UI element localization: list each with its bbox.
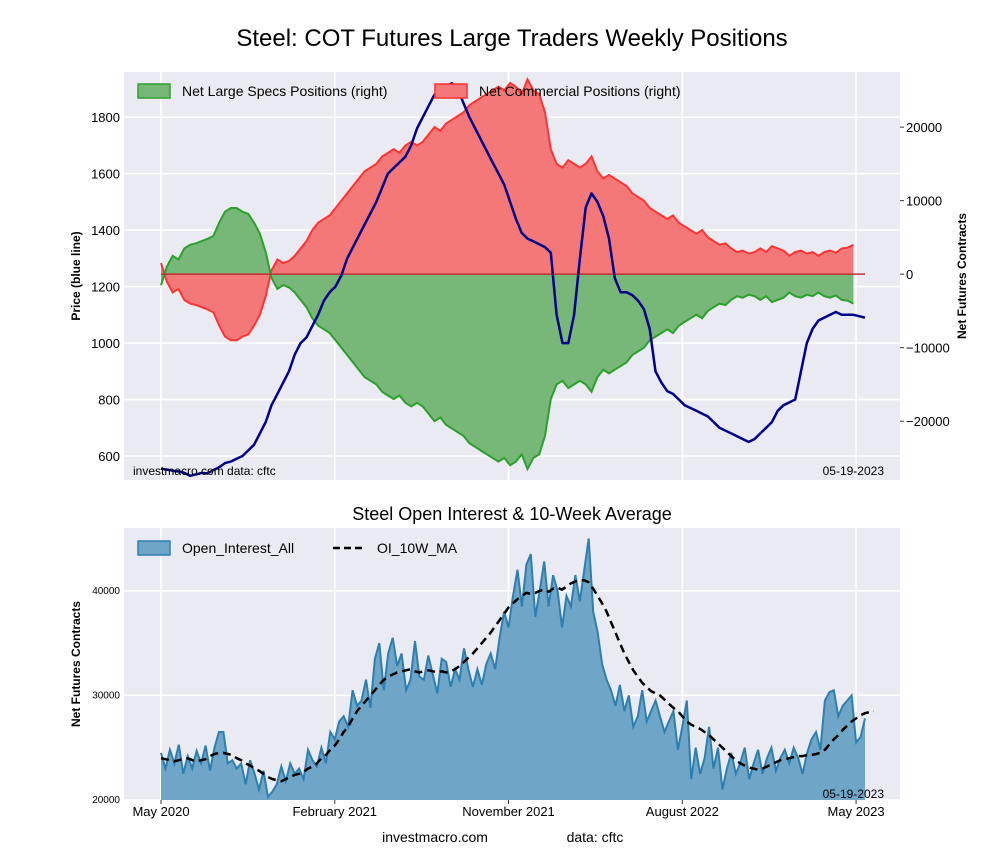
net-commercial-area: [161, 79, 854, 341]
legend-label-ma: OI_10W_MA: [377, 540, 458, 556]
bottom-y-axis-label: Net Futures Contracts: [69, 601, 83, 727]
bottom-y-tick-label: 30000: [92, 690, 120, 701]
open-interest-line: [160, 538, 866, 800]
legend-swatch-commercial: [434, 83, 468, 99]
top-legend: Net Large Specs Positions (right) Net Co…: [137, 83, 681, 99]
bottom-x-tick-label: August 2022: [646, 804, 719, 819]
net-commercial-area-group: [160, 77, 854, 342]
net-commercial-line: [160, 77, 854, 342]
bottom-note-date: 05-19-2023: [823, 787, 885, 801]
legend-label-open-interest: Open_Interest_All: [182, 540, 294, 556]
bottom-y-tick-label: 20000: [92, 795, 120, 806]
top-right-tick-label: 0: [906, 267, 913, 282]
top-right-tick-label: −10000: [906, 341, 950, 356]
bottom-legend: Open_Interest_All OI_10W_MA: [137, 540, 458, 556]
top-left-tick-label: 1200: [91, 280, 120, 295]
footer-site: investmacro.com: [382, 829, 488, 845]
open-interest-area: [161, 538, 865, 800]
top-left-ticks: 600 800 1000 1200 1400 1600 1800: [91, 110, 120, 464]
price-line: [160, 82, 866, 478]
bottom-y-tick-label: 40000: [92, 586, 120, 597]
legend-label-specs: Net Large Specs Positions (right): [182, 83, 387, 99]
oi-moving-average-group: [160, 579, 875, 783]
net-large-specs-line: [160, 207, 854, 472]
top-left-tick-label: 1600: [91, 167, 120, 182]
oi-moving-average-line: [160, 579, 875, 783]
bottom-y-ticks: 40000 30000 20000: [92, 586, 120, 806]
net-large-specs-area: [161, 208, 854, 469]
price-line-group: [160, 82, 866, 478]
bottom-chart-title: Steel Open Interest & 10-Week Average: [352, 504, 672, 524]
open-interest-area-group: [160, 538, 866, 800]
top-note-source: investmacro.com data: cftc: [133, 464, 276, 478]
legend-swatch-specs: [137, 83, 171, 99]
bottom-x-ticks: May 2020 February 2021 November 2021 August…: [132, 800, 885, 819]
top-left-axis-label: Price (blue line): [69, 231, 83, 320]
top-left-tick-label: 1000: [91, 336, 120, 351]
legend-label-commercial: Net Commercial Positions (right): [479, 83, 681, 99]
top-right-tick-label: −20000: [906, 414, 950, 429]
net-large-specs-area-group: [160, 207, 865, 472]
chart-title: Steel: COT Futures Large Traders Weekly …: [236, 25, 787, 52]
bottom-x-tick-label: February 2021: [292, 804, 377, 819]
top-right-tick-label: 20000: [906, 120, 942, 135]
top-left-tick-label: 600: [98, 449, 120, 464]
bottom-x-tick-label: May 2023: [828, 804, 885, 819]
top-left-tick-label: 800: [98, 393, 120, 408]
top-left-tick-label: 1800: [91, 110, 120, 125]
top-right-ticks: 20000 10000 0 −10000 −20000: [900, 120, 950, 429]
top-right-axis-label: Net Futures Contracts: [955, 213, 969, 339]
bottom-x-tick-label: May 2020: [132, 804, 189, 819]
top-right-tick-label: 10000: [906, 194, 942, 209]
bottom-x-tick-label: November 2021: [462, 804, 555, 819]
top-note-date: 05-19-2023: [823, 464, 885, 478]
top-left-tick-label: 1400: [91, 223, 120, 238]
legend-swatch-open-interest: [137, 540, 171, 556]
footer-source: data: cftc: [567, 829, 624, 845]
